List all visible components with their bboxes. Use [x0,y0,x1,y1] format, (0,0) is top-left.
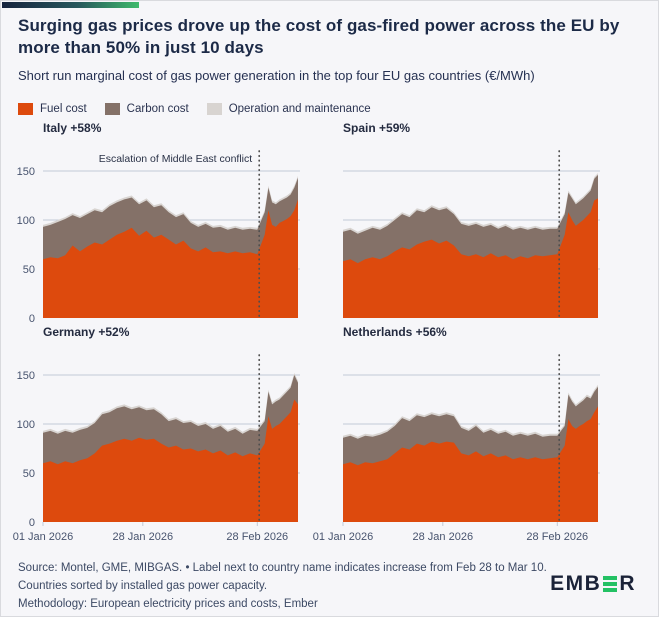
legend-label: Fuel cost [40,102,87,115]
italy-stacked-area-chart: 0 50 100 150 Escalation of Middle East confl… [9,150,300,325]
ember-logo-text-suffix: R [619,572,636,595]
footer-notes: Source: Montel, GME, MIBGAS. • Label nex… [18,560,548,613]
panel-title-germany: Germany +52% [43,324,130,339]
netherlands-stacked-area-chart: 01 Jan 2026 28 Jan 2026 28 Feb 2026 [313,354,600,548]
header: Surging gas prices drove up the cost of … [1,1,658,83]
panel-title-spain: Spain +59% [343,120,411,135]
svg-text:28 Jan 2026: 28 Jan 2026 [413,531,474,543]
legend-item-carbon-cost: Carbon cost [104,102,189,115]
svg-text:50: 50 [23,468,35,480]
legend-label: Operation and maintenance [228,102,371,115]
svg-text:0: 0 [29,313,35,325]
svg-text:28 Feb 2026: 28 Feb 2026 [226,531,288,543]
chart-panel-italy: Italy +58% 0 50 100 150 Escalation of Middle… [9,120,300,325]
chart-panel-germany: Germany +52% 0 50 100 150 01 Jan 2026 28 Jan … [9,324,300,548]
svg-text:50: 50 [23,264,35,276]
fuel-cost-swatch-icon [18,102,33,115]
operation-maintenance-swatch-icon [206,102,222,115]
charts-grid: Italy +58% 0 50 100 150 Escalation of Middle… [9,121,658,548]
panel-title-netherlands: Netherlands +56% [343,324,447,339]
legend: Fuel cost Carbon cost Operation and main… [18,102,641,115]
page-subtitle: Short run marginal cost of gas power gen… [18,67,535,83]
svg-text:01 Jan 2026: 01 Jan 2026 [13,531,74,543]
spain-stacked-area-chart [343,150,600,319]
legend-item-operation-maintenance: Operation and maintenance [206,102,371,115]
chart-panel-spain: Spain +59% [343,120,600,319]
germany-stacked-area-chart: 0 50 100 150 01 Jan 2026 28 Jan 2026 28 Feb 20… [9,354,300,548]
svg-text:100: 100 [17,419,35,431]
ember-logo: EMB R [550,572,636,596]
footer-sorting-line: Countries sorted by installed gas power … [18,579,268,592]
legend-label: Carbon cost [126,102,189,115]
carbon-cost-swatch-icon [104,102,120,115]
svg-text:150: 150 [17,370,35,382]
svg-text:Escalation of Middle East conf: Escalation of Middle East conflict [99,153,253,165]
svg-text:0: 0 [29,517,35,529]
footer-source-line: Source: Montel, GME, MIBGAS. • Label nex… [18,561,547,574]
panel-title-italy: Italy +58% [43,120,102,135]
chart-panel-netherlands: Netherlands +56% 01 Jan 2026 28 Jan 2026 2… [313,324,600,548]
svg-text:150: 150 [17,166,35,178]
footer-methodology-line: Methodology: European electricity prices… [18,597,318,610]
svg-text:100: 100 [17,215,35,227]
legend-item-fuel-cost: Fuel cost [18,102,87,115]
accent-bar [2,2,139,8]
page-title: Surging gas prices drove up the cost of … [18,16,620,58]
svg-text:28 Feb 2026: 28 Feb 2026 [526,531,588,543]
ember-logo-text-prefix: EMB [550,572,602,595]
svg-text:01 Jan 2026: 01 Jan 2026 [313,531,374,543]
svg-text:28 Jan 2026: 28 Jan 2026 [113,531,174,543]
ember-logo-e-bars-icon [603,576,618,592]
